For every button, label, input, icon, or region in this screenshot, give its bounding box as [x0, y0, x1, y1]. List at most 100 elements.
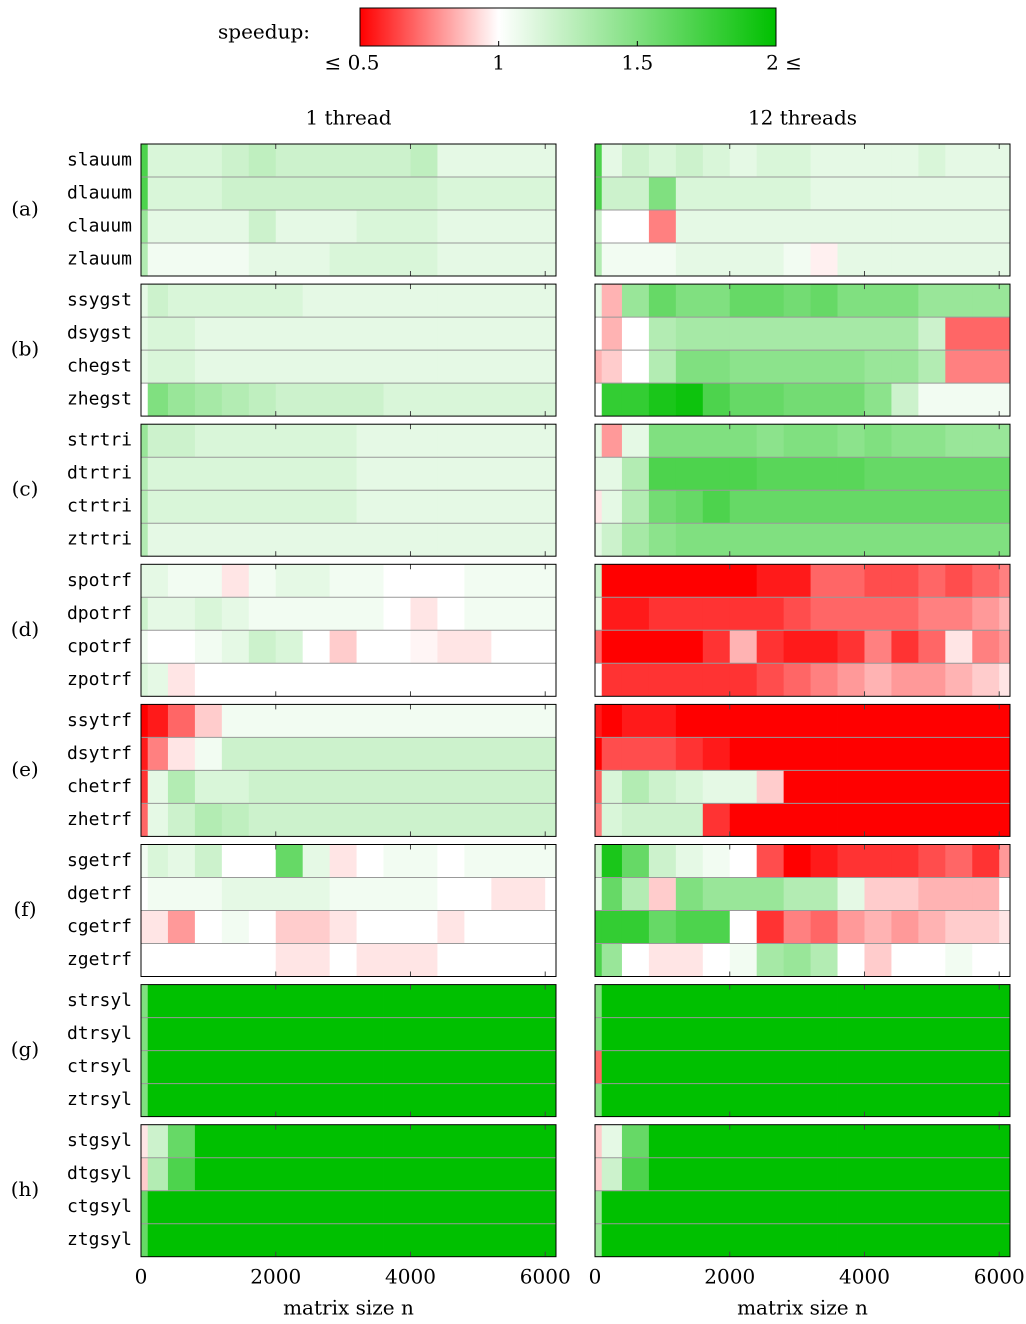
heat-cell [356, 877, 384, 911]
heat-cell [248, 424, 277, 458]
heat-cell [383, 243, 411, 276]
heat-cell [648, 737, 677, 771]
heat-cell [356, 317, 384, 351]
heat-cell [891, 803, 919, 837]
heat-cell [972, 984, 1000, 1018]
heat-cell [147, 210, 169, 243]
heat-cell [783, 317, 811, 351]
heat-cell [837, 317, 865, 351]
heat-cell [410, 943, 438, 977]
heat-cell [891, 144, 919, 177]
heat-cell [221, 1223, 250, 1257]
heat-cell [601, 844, 623, 878]
heat-cell [891, 704, 919, 738]
colorbar-tick-label: ≤ 0.5 [325, 51, 380, 75]
heat-cell [648, 1083, 677, 1117]
heat-cell [302, 877, 331, 911]
heat-cell [491, 877, 519, 911]
heat-cell [437, 737, 465, 771]
heat-cell [702, 1050, 731, 1084]
heat-cell [810, 984, 838, 1018]
heat-cell [410, 1190, 438, 1224]
heat-cell [810, 177, 838, 210]
heat-cell [329, 704, 357, 738]
heat-cell [383, 383, 411, 417]
heat-cell [248, 210, 277, 243]
heat-cell [491, 350, 519, 384]
heat-cell [356, 770, 384, 804]
heat-cell [491, 284, 519, 318]
heat-cell [972, 1223, 1000, 1257]
heat-cell [518, 1083, 546, 1117]
heat-cell [275, 284, 304, 318]
heat-cell [194, 663, 223, 697]
heat-cell [783, 663, 811, 697]
heat-cell [675, 1157, 704, 1191]
heat-cell [756, 1017, 785, 1051]
heat-cell [464, 564, 492, 598]
heat-cell [464, 630, 492, 664]
heat-cell [491, 564, 519, 598]
routine-label: chegst [67, 356, 132, 377]
heat-cell [248, 523, 277, 557]
heat-cell [410, 284, 438, 318]
heat-cell [675, 844, 704, 878]
heat-cell [837, 1223, 865, 1257]
heat-cell [141, 383, 149, 417]
heat-cell [648, 383, 677, 417]
group-frame [594, 984, 1011, 1118]
heat-cell [621, 844, 650, 878]
heat-cell [329, 910, 357, 944]
heat-cell [518, 424, 546, 458]
heat-cell [464, 383, 492, 417]
heat-cell [891, 877, 919, 911]
heat-cell [356, 844, 384, 878]
heat-cell [783, 1223, 811, 1257]
heat-cell [141, 663, 149, 697]
heat-cell [601, 943, 623, 977]
heat-cell [675, 1190, 704, 1224]
heat-cell [356, 523, 384, 557]
heat-cell [437, 984, 465, 1018]
heat-cell [464, 424, 492, 458]
heat-cell [302, 770, 331, 804]
heat-cell [141, 1157, 149, 1191]
heat-cell [702, 1083, 731, 1117]
heat-cell [275, 770, 304, 804]
routine-label: cgetrf [67, 916, 132, 937]
heat-cell [383, 1050, 411, 1084]
heat-cell [837, 284, 865, 318]
heat-cell [729, 844, 758, 878]
heat-cell [783, 564, 811, 598]
heat-cell [918, 317, 946, 351]
routine-label: zpotrf [67, 669, 132, 690]
heat-cell [356, 1017, 384, 1051]
heat-cell [383, 1017, 411, 1051]
heat-cell [248, 877, 277, 911]
heat-cell [864, 210, 892, 243]
heat-cell [383, 457, 411, 491]
heat-cell [464, 1223, 492, 1257]
heat-cell [945, 317, 973, 351]
heat-cell [545, 523, 557, 557]
heat-cell [383, 284, 411, 318]
heat-cell [864, 737, 892, 771]
heat-cell [595, 630, 603, 664]
heat-cell [464, 1017, 492, 1051]
heat-cell [302, 1124, 331, 1158]
heat-cell [302, 1017, 331, 1051]
heat-cell [437, 910, 465, 944]
heat-cell [702, 1190, 731, 1224]
heat-cell [783, 457, 811, 491]
heat-cell [756, 490, 785, 524]
heat-cell [756, 523, 785, 557]
heat-cell [972, 564, 1000, 598]
heat-cell [729, 210, 758, 243]
heat-cell [329, 943, 357, 977]
heat-cell [194, 1017, 223, 1051]
heat-cell [999, 984, 1011, 1018]
heat-cell [464, 770, 492, 804]
heat-cell [621, 490, 650, 524]
heat-cell [675, 663, 704, 697]
heat-cell [464, 877, 492, 911]
